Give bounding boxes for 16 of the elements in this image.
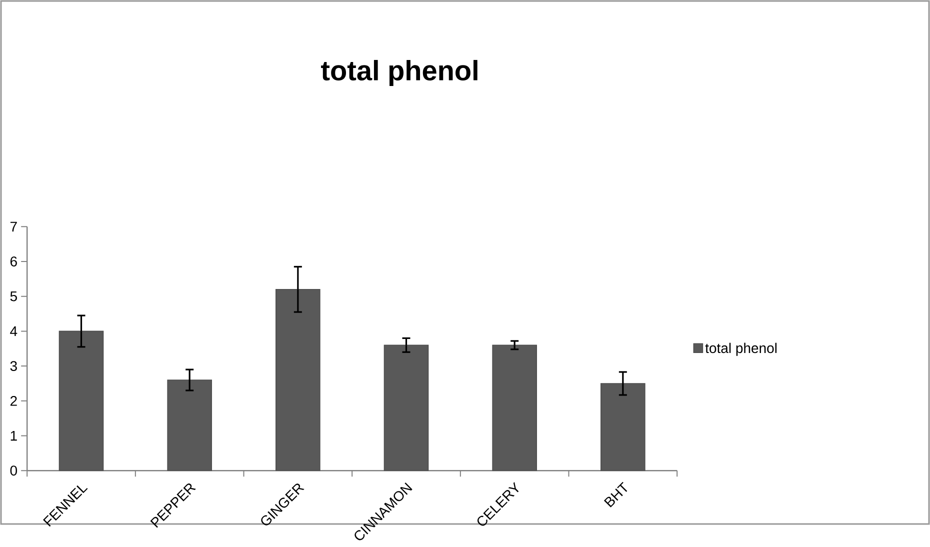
bar: [276, 288, 320, 471]
legend-label: total phenol: [705, 342, 777, 356]
bar: [600, 382, 646, 471]
bar: [384, 344, 429, 471]
y-tick-label: 4: [10, 326, 18, 336]
y-tick-label: 6: [10, 256, 17, 266]
y-tick-label: 7: [10, 222, 17, 232]
bar: [58, 330, 104, 471]
y-tick-label: 0: [10, 466, 18, 476]
y-tick-label: 3: [10, 360, 17, 371]
bar: [492, 344, 537, 471]
y-tick-label: 5: [10, 291, 17, 302]
chart-title: total phenol: [321, 60, 478, 86]
bar: [167, 379, 212, 471]
y-tick-label: 2: [10, 396, 17, 406]
y-tick-label: 1: [10, 430, 17, 440]
